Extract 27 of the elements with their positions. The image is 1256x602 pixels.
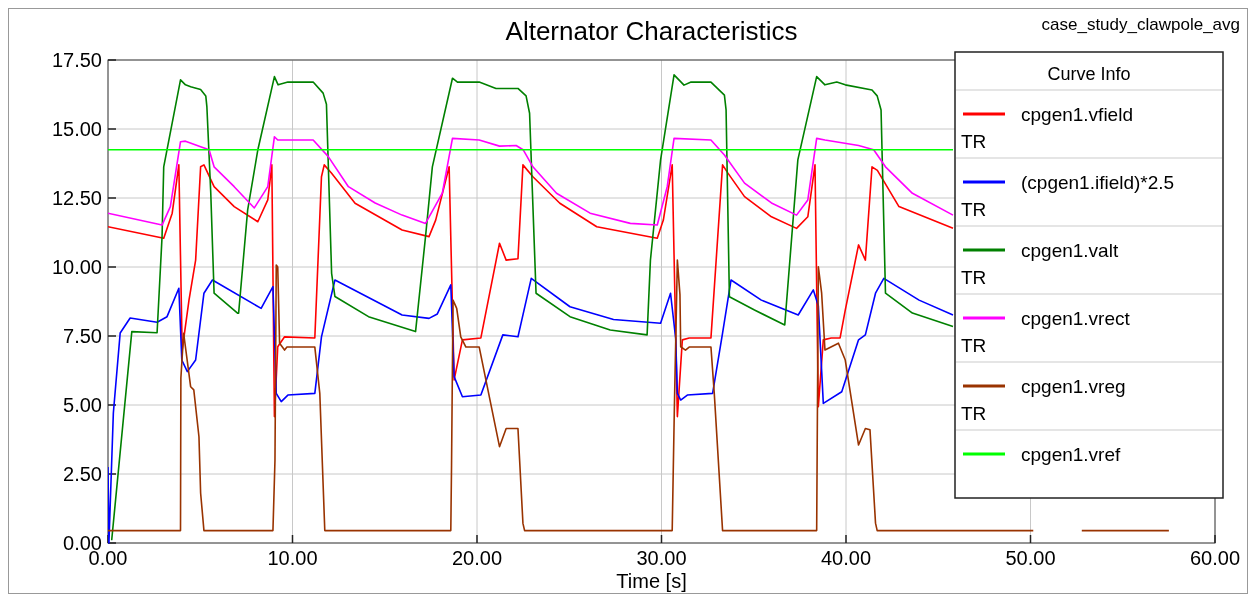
- line-series: [108, 135, 954, 226]
- legend-title: Curve Info: [1047, 64, 1131, 84]
- y-tick-label: 7.50: [63, 325, 102, 347]
- text: (cpgen1.ifield)*2.5 TR: [961, 172, 1175, 220]
- y-tick-label: 5.00: [63, 394, 102, 416]
- y-tick-label: 17.50: [51, 49, 102, 71]
- x-tick-label: 20.00: [451, 547, 503, 569]
- x-tick-label: 30.00: [636, 547, 687, 569]
- line-series: [108, 164, 954, 418]
- x-tick-label: 10.00: [267, 547, 318, 569]
- chart-title: Alternator Characteristics: [505, 16, 798, 46]
- x-tick-label: 40.00: [820, 547, 872, 569]
- legend-label: cpgen1.vref: [1021, 444, 1122, 465]
- x-axis-title: Time [s]: [616, 570, 687, 592]
- line-series: [108, 277, 954, 544]
- y-tick-label: 15.00: [51, 118, 102, 140]
- x-tick-label: 50.00: [1005, 547, 1056, 569]
- x-tick-label: 60.00: [1189, 547, 1241, 569]
- text: cpgen1.vfield TR: [961, 104, 1133, 152]
- text: cpgen1.valt TR: [961, 240, 1119, 288]
- y-tick-label: 12.50: [51, 187, 102, 209]
- line-series: [110, 74, 954, 542]
- chart-subtitle: case_study_clawpole_avg: [1041, 15, 1240, 34]
- text: cpgen1.vreg TR: [961, 376, 1126, 424]
- y-tick-label: 10.00: [51, 256, 102, 278]
- text: cpgen1.vrect TR: [961, 308, 1130, 356]
- y-tick-label: 2.50: [63, 463, 102, 485]
